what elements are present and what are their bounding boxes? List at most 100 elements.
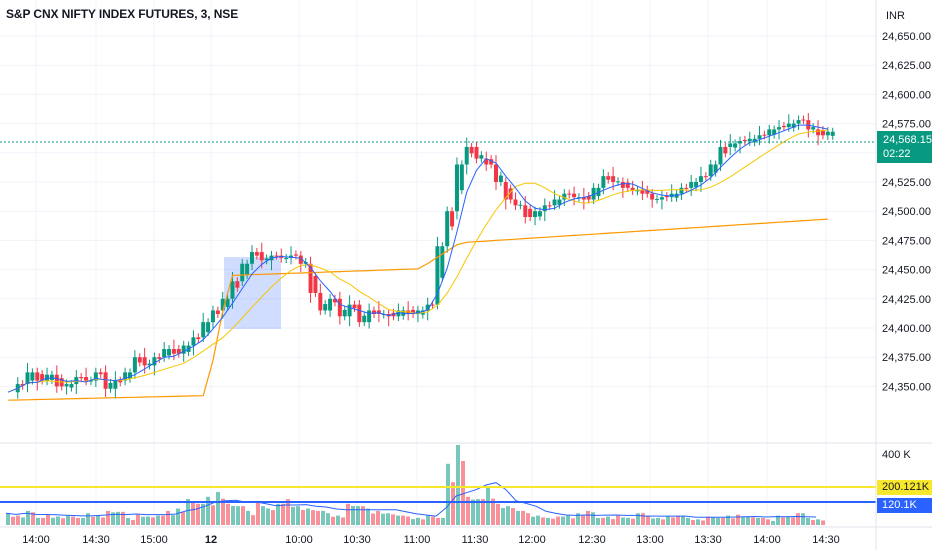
volume-bar	[706, 516, 710, 525]
candle-body	[230, 281, 235, 299]
volume-bar	[526, 513, 530, 525]
volume-bar	[251, 515, 255, 525]
candle-body	[562, 193, 567, 200]
candle-body	[620, 182, 625, 188]
volume-bar	[806, 517, 810, 525]
volume-bar	[391, 514, 395, 525]
candle-body	[586, 196, 591, 200]
volume-bar	[361, 506, 365, 525]
volume-bar	[281, 503, 285, 525]
time-tick-label: 10:30	[343, 534, 371, 546]
last-price-tag: 24,568.15 02:22	[877, 131, 932, 163]
price-tick-label: 24,525.00	[882, 177, 931, 189]
candle-body	[308, 263, 313, 293]
volume-bar	[161, 515, 165, 525]
candle-body	[450, 211, 455, 227]
candle-body	[454, 164, 459, 212]
volume-bar	[191, 501, 195, 525]
time-tick-label: 12:30	[578, 534, 606, 546]
volume-bar	[91, 516, 95, 525]
volume-bar	[796, 513, 800, 525]
volume-bar	[611, 519, 615, 525]
candle-body	[489, 159, 494, 165]
volume-bar	[596, 517, 600, 525]
volume-bar	[666, 516, 670, 525]
volume-bar	[651, 518, 655, 525]
candle-body	[684, 187, 689, 189]
candle-body	[698, 176, 703, 182]
candle-body	[469, 146, 474, 154]
volume-bar	[131, 520, 135, 525]
price-tick-label: 24,600.00	[882, 89, 931, 101]
candle-body	[54, 374, 59, 387]
currency-label[interactable]: INR	[886, 10, 905, 22]
candle-body	[669, 193, 674, 198]
volume-bar	[586, 510, 590, 525]
volume-bar	[471, 499, 475, 525]
volume-bar	[691, 520, 695, 525]
volume-bar	[256, 501, 260, 525]
volume-bar	[356, 506, 360, 525]
volume-bar	[381, 513, 385, 525]
time-tick-label: 14:30	[82, 534, 110, 546]
candle-body	[498, 175, 503, 182]
candle-body	[40, 374, 45, 381]
candle-body	[88, 380, 93, 382]
volume-bar	[186, 499, 190, 525]
candle-body	[503, 182, 508, 200]
volume-bar	[46, 514, 50, 525]
volume-bar	[756, 517, 760, 525]
volume-bar	[336, 515, 340, 525]
volume-bar	[751, 517, 755, 525]
ma-slow-line	[7, 218, 828, 401]
candle-body	[20, 384, 25, 386]
volume-bar	[211, 505, 215, 525]
volume-bar	[766, 519, 770, 525]
candlesticks	[15, 113, 835, 399]
volume-bar	[156, 515, 160, 525]
candle-body	[196, 337, 201, 340]
candle-body	[752, 138, 757, 143]
candle-body	[762, 134, 767, 136]
volume-bar	[776, 515, 780, 525]
candle-body	[245, 263, 250, 275]
candle-body	[132, 357, 137, 373]
candle-body	[557, 199, 562, 205]
volume-bar	[576, 513, 580, 525]
volume-bar	[346, 503, 350, 525]
volume-bar	[626, 517, 630, 525]
volume-bar	[686, 517, 690, 525]
candle-body	[742, 139, 747, 142]
candle-body	[679, 187, 684, 194]
candle-body	[240, 263, 245, 282]
last-price-value: 24,568.15	[883, 134, 932, 146]
volume-bar	[631, 518, 635, 525]
candle-body	[259, 252, 264, 261]
volume-bar	[521, 510, 525, 525]
candle-body	[176, 349, 181, 354]
volume-bar	[676, 515, 680, 525]
candle-body	[772, 129, 777, 135]
candle-body	[313, 276, 318, 293]
candle-body	[30, 372, 35, 381]
volume-bar	[646, 515, 650, 525]
volume-tag-yellow: 200.121K	[877, 480, 932, 495]
candle-body	[708, 164, 713, 177]
volume-bar	[296, 506, 300, 525]
candle-body	[445, 211, 450, 247]
price-tick-label: 24,475.00	[882, 235, 931, 247]
candle-body	[611, 176, 616, 182]
candle-body	[250, 252, 254, 264]
candle-body	[98, 372, 103, 375]
volume-bar	[206, 496, 210, 525]
volume-bar	[726, 515, 730, 525]
volume-bar	[406, 516, 410, 525]
candle-body	[357, 304, 362, 323]
volume-bars	[6, 445, 825, 525]
candle-body	[206, 322, 211, 333]
candle-body	[430, 304, 435, 306]
time-tick-label: 12:00	[518, 534, 546, 546]
candle-body	[537, 211, 542, 217]
volume-bar	[386, 513, 390, 525]
